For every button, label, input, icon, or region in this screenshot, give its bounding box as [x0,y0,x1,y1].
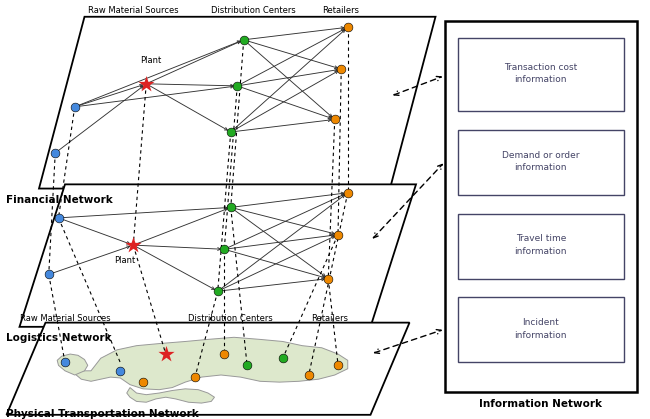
Point [60,359,70,366]
Point [343,24,353,31]
Point [190,374,200,380]
Text: Plant: Plant [140,56,161,65]
Text: Financial Network: Financial Network [6,195,113,205]
Point [213,288,223,295]
Polygon shape [6,323,410,415]
Point [333,231,343,238]
Polygon shape [20,184,416,327]
Point [323,275,333,282]
Bar [445,21,637,392]
Text: Plant: Plant [114,256,135,265]
Point [44,271,54,278]
Bar [458,297,624,362]
Text: Distribution Centers: Distribution Centers [211,6,296,15]
Bar [458,130,624,195]
Point [226,129,236,135]
Point [304,372,314,378]
Text: Travel time
information: Travel time information [515,234,567,256]
Point [219,351,229,357]
Point [219,246,229,253]
Bar [458,38,624,111]
Point [343,189,353,196]
Text: Distribution Centers: Distribution Centers [188,315,273,323]
Bar [458,214,624,279]
Text: Logistics Network: Logistics Network [6,333,112,343]
Text: Physical Transportation Network: Physical Transportation Network [6,409,200,419]
Point [336,66,346,72]
Polygon shape [75,337,348,390]
Text: Information Network: Information Network [479,399,603,409]
Text: Incident
information: Incident information [515,318,567,340]
Text: Retailers: Retailers [311,315,348,323]
Point [242,361,252,368]
Text: Demand or order
information: Demand or order information [502,150,580,172]
Point [50,150,60,156]
Point [226,204,236,211]
Point [232,83,242,89]
Point [70,103,80,110]
Point [138,379,148,385]
Point [115,367,125,374]
Point [330,116,340,123]
Text: Raw Material Sources: Raw Material Sources [20,315,110,323]
Polygon shape [57,354,88,375]
Text: Raw Material Sources: Raw Material Sources [88,6,178,15]
Point [333,361,343,368]
Point [161,351,171,357]
Point [53,215,64,221]
Point [239,36,249,43]
Polygon shape [127,388,214,403]
Point [128,242,138,248]
Text: Transaction cost
information: Transaction cost information [504,62,577,84]
Text: Retailers: Retailers [322,6,359,15]
Point [141,80,151,87]
Polygon shape [39,17,436,189]
Point [278,355,288,362]
